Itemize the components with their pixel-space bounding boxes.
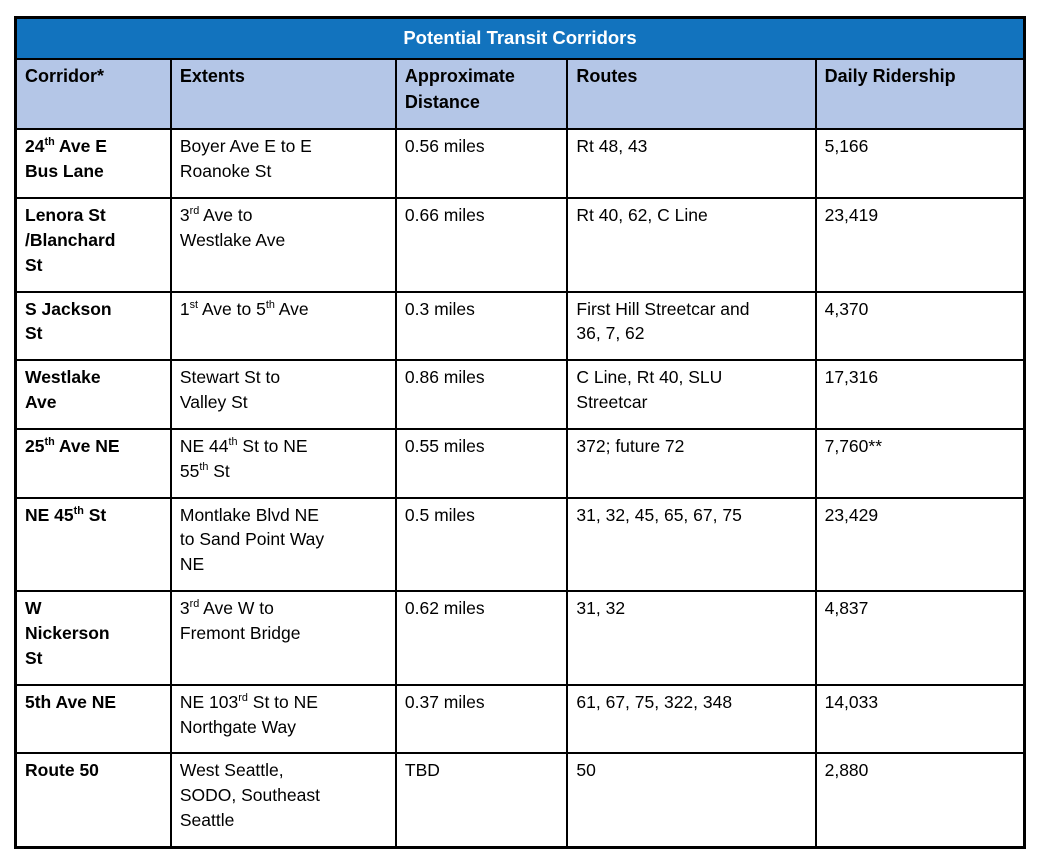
table-row: 24th Ave E Bus Lane Boyer Ave E to E Roanok… [14,128,1026,200]
table-cell-distance: 0.3 miles [394,290,569,362]
table-cell-daily-ridership: 4,370 [814,290,1026,362]
table-cell-extents: 3rd Ave W to Fremont Bridge [169,590,397,686]
table-cell-extents: Boyer Ave E to E Roanoke St [169,128,397,200]
column-header-routes: Routes [566,58,817,131]
table-cell-routes: 31, 32 [566,590,817,686]
transit-corridors-table: Potential Transit Corridors Corridor* Ext… [14,16,1026,849]
table-cell-daily-ridership: 14,033 [814,683,1026,755]
table-cell-daily-ridership: 23,429 [814,496,1026,593]
table-row: S Jackson St 1st Ave to 5th Ave 0.3 miles Fi… [14,290,1026,362]
table-cell-corridor: W Nickerson St [14,590,172,686]
column-header-corridor: Corridor* [14,58,172,131]
table-cell-extents: 1st Ave to 5th Ave [169,290,397,362]
table-cell-extents: Montlake Blvd NE to Sand Point Way NE [169,496,397,593]
table-cell-extents: Stewart St to Valley St [169,359,397,430]
table-cell-routes: 31, 32, 45, 65, 67, 75 [566,496,817,593]
table-cell-daily-ridership: 2,880 [814,752,1026,849]
table-cell-routes: 61, 67, 75, 322, 348 [566,683,817,755]
table-cell-corridor: NE 45th St [14,496,172,593]
table-cell-daily-ridership: 23,419 [814,197,1026,293]
table-cell-distance: 0.5 miles [394,496,569,593]
table-cell-corridor: Westlake Ave [14,359,172,430]
table-cell-distance: 0.66 miles [394,197,569,293]
table-cell-extents: NE 44th St to NE 55th St [169,427,397,499]
column-header-extents: Extents [169,58,397,131]
table-cell-distance: 0.56 miles [394,128,569,200]
table-title: Potential Transit Corridors [14,16,1026,61]
table-cell-corridor: 24th Ave E Bus Lane [14,128,172,200]
table-cell-routes: First Hill Streetcar and 36, 7, 62 [566,290,817,362]
table-cell-daily-ridership: 5,166 [814,128,1026,200]
table-row: Westlake Ave Stewart St to Valley St 0.86 mi… [14,359,1026,430]
table-cell-daily-ridership: 7,760** [814,427,1026,499]
table-cell-daily-ridership: 17,316 [814,359,1026,430]
table-row: 25th Ave NE NE 44th St to NE 55th St 0.55 m… [14,427,1026,499]
table-cell-corridor: 5th Ave NE [14,683,172,755]
column-header-daily-ridership: Daily Ridership [814,58,1026,131]
table-cell-extents: NE 103rd St to NE Northgate Way [169,683,397,755]
table-cell-routes: C Line, Rt 40, SLU Streetcar [566,359,817,430]
table-cell-extents: West Seattle, SODO, Southeast Seattle [169,752,397,849]
table-cell-daily-ridership: 4,837 [814,590,1026,686]
table-cell-corridor: Lenora St/Blanchard St [14,197,172,293]
table-cell-routes: 50 [566,752,817,849]
table-cell-distance: TBD [394,752,569,849]
table-title-row: Potential Transit Corridors [14,16,1026,61]
table-row: Lenora St/Blanchard St 3rd Ave to Westlake … [14,197,1026,293]
table-header-row: Corridor* Extents Approximate Distance Route… [14,58,1026,131]
table-row: Route 50 West Seattle, SODO, Southeast Seat… [14,752,1026,849]
column-header-distance: Approximate Distance [394,58,569,131]
table-cell-distance: 0.86 miles [394,359,569,430]
table-row: NE 45th St Montlake Blvd NE to Sand Point … [14,496,1026,593]
table-cell-corridor: 25th Ave NE [14,427,172,499]
table-cell-corridor: Route 50 [14,752,172,849]
table-cell-extents: 3rd Ave to Westlake Ave [169,197,397,293]
table-cell-distance: 0.37 miles [394,683,569,755]
table-row: 5th Ave NE NE 103rd St to NE Northgate Way… [14,683,1026,755]
table-cell-distance: 0.62 miles [394,590,569,686]
table-cell-routes: Rt 48, 43 [566,128,817,200]
table-cell-routes: Rt 40, 62, C Line [566,197,817,293]
table-row: W Nickerson St 3rd Ave W to Fremont Bridge 0.… [14,590,1026,686]
table-cell-routes: 372; future 72 [566,427,817,499]
table-cell-corridor: S Jackson St [14,290,172,362]
table-cell-distance: 0.55 miles [394,427,569,499]
